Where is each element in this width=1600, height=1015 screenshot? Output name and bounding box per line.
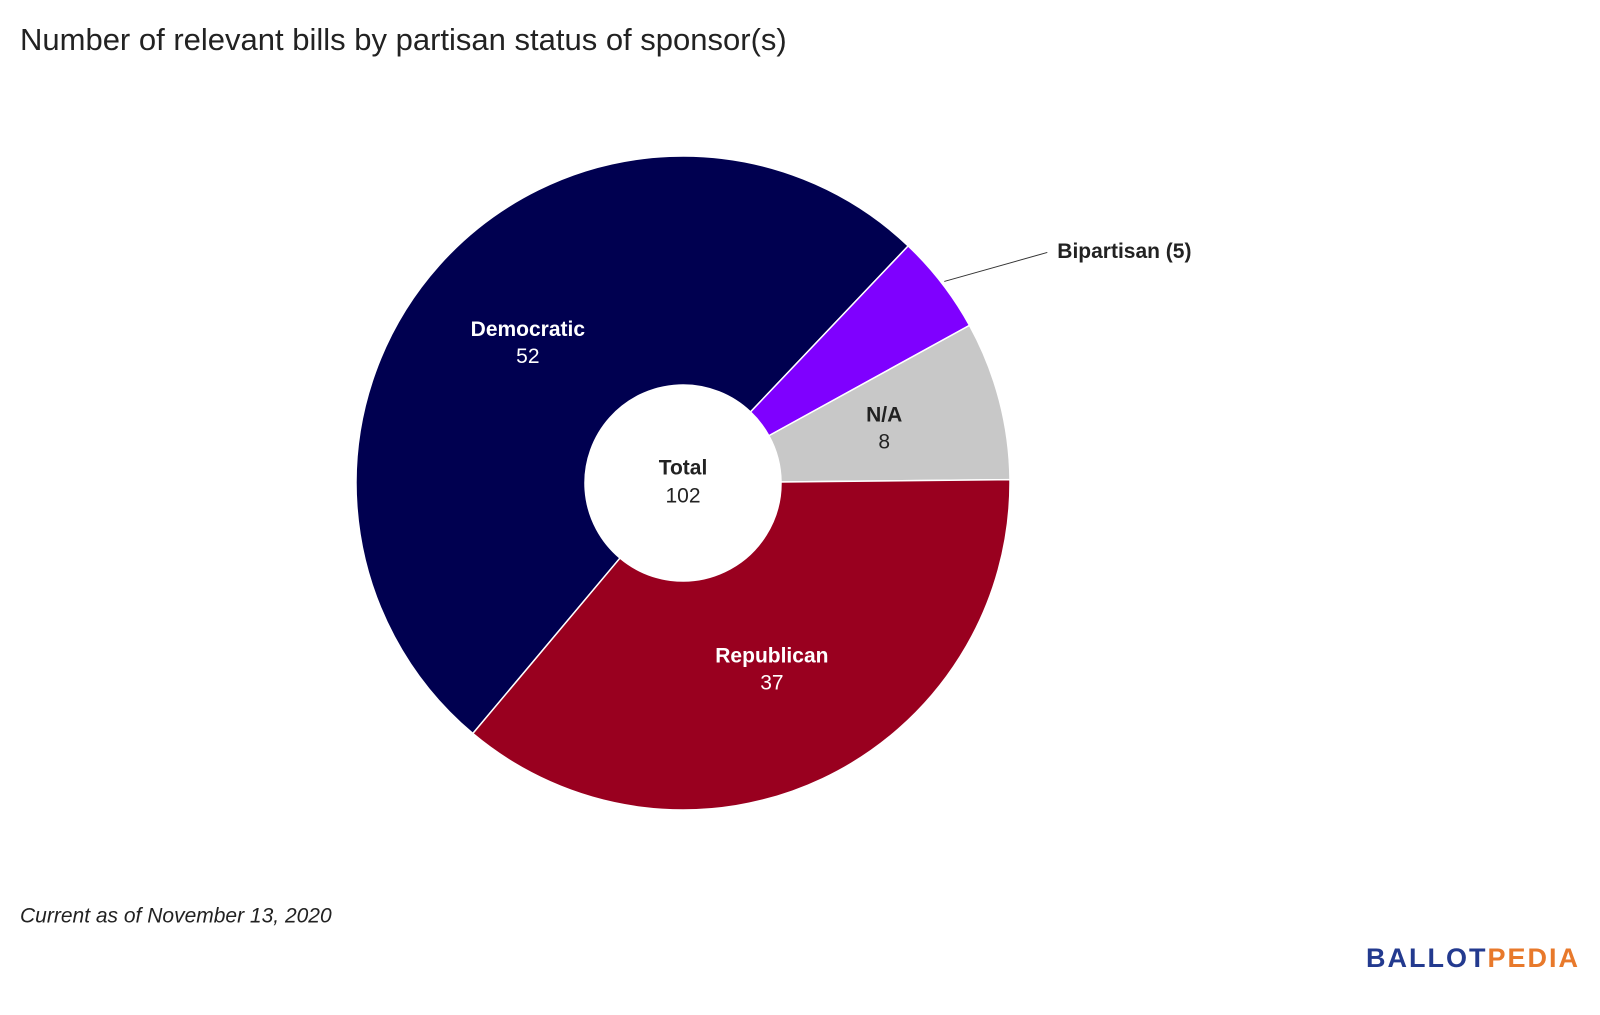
slice [767,324,1011,483]
slice [355,155,910,735]
center-label: Total [659,457,708,480]
chart-title: Number of relevant bills by partisan sta… [20,22,787,57]
slice [471,478,1011,811]
value-label: 52 [516,345,539,368]
logo: BALLOTPEDIA [1366,943,1580,973]
note: Current as of November 13, 2020 [20,905,332,928]
slice-label: Republican [715,645,828,668]
logo-part: BALLOT [1366,943,1487,973]
slice-label: Democratic [471,318,586,341]
slice-label: N/A [866,404,902,427]
leader-line [944,251,1048,282]
logo-part: PEDIA [1487,943,1580,973]
center-value: 102 [665,485,700,508]
value-label: 37 [760,672,783,695]
value-label: 8 [878,431,890,454]
slice-label: Bipartisan (5) [1057,240,1191,263]
